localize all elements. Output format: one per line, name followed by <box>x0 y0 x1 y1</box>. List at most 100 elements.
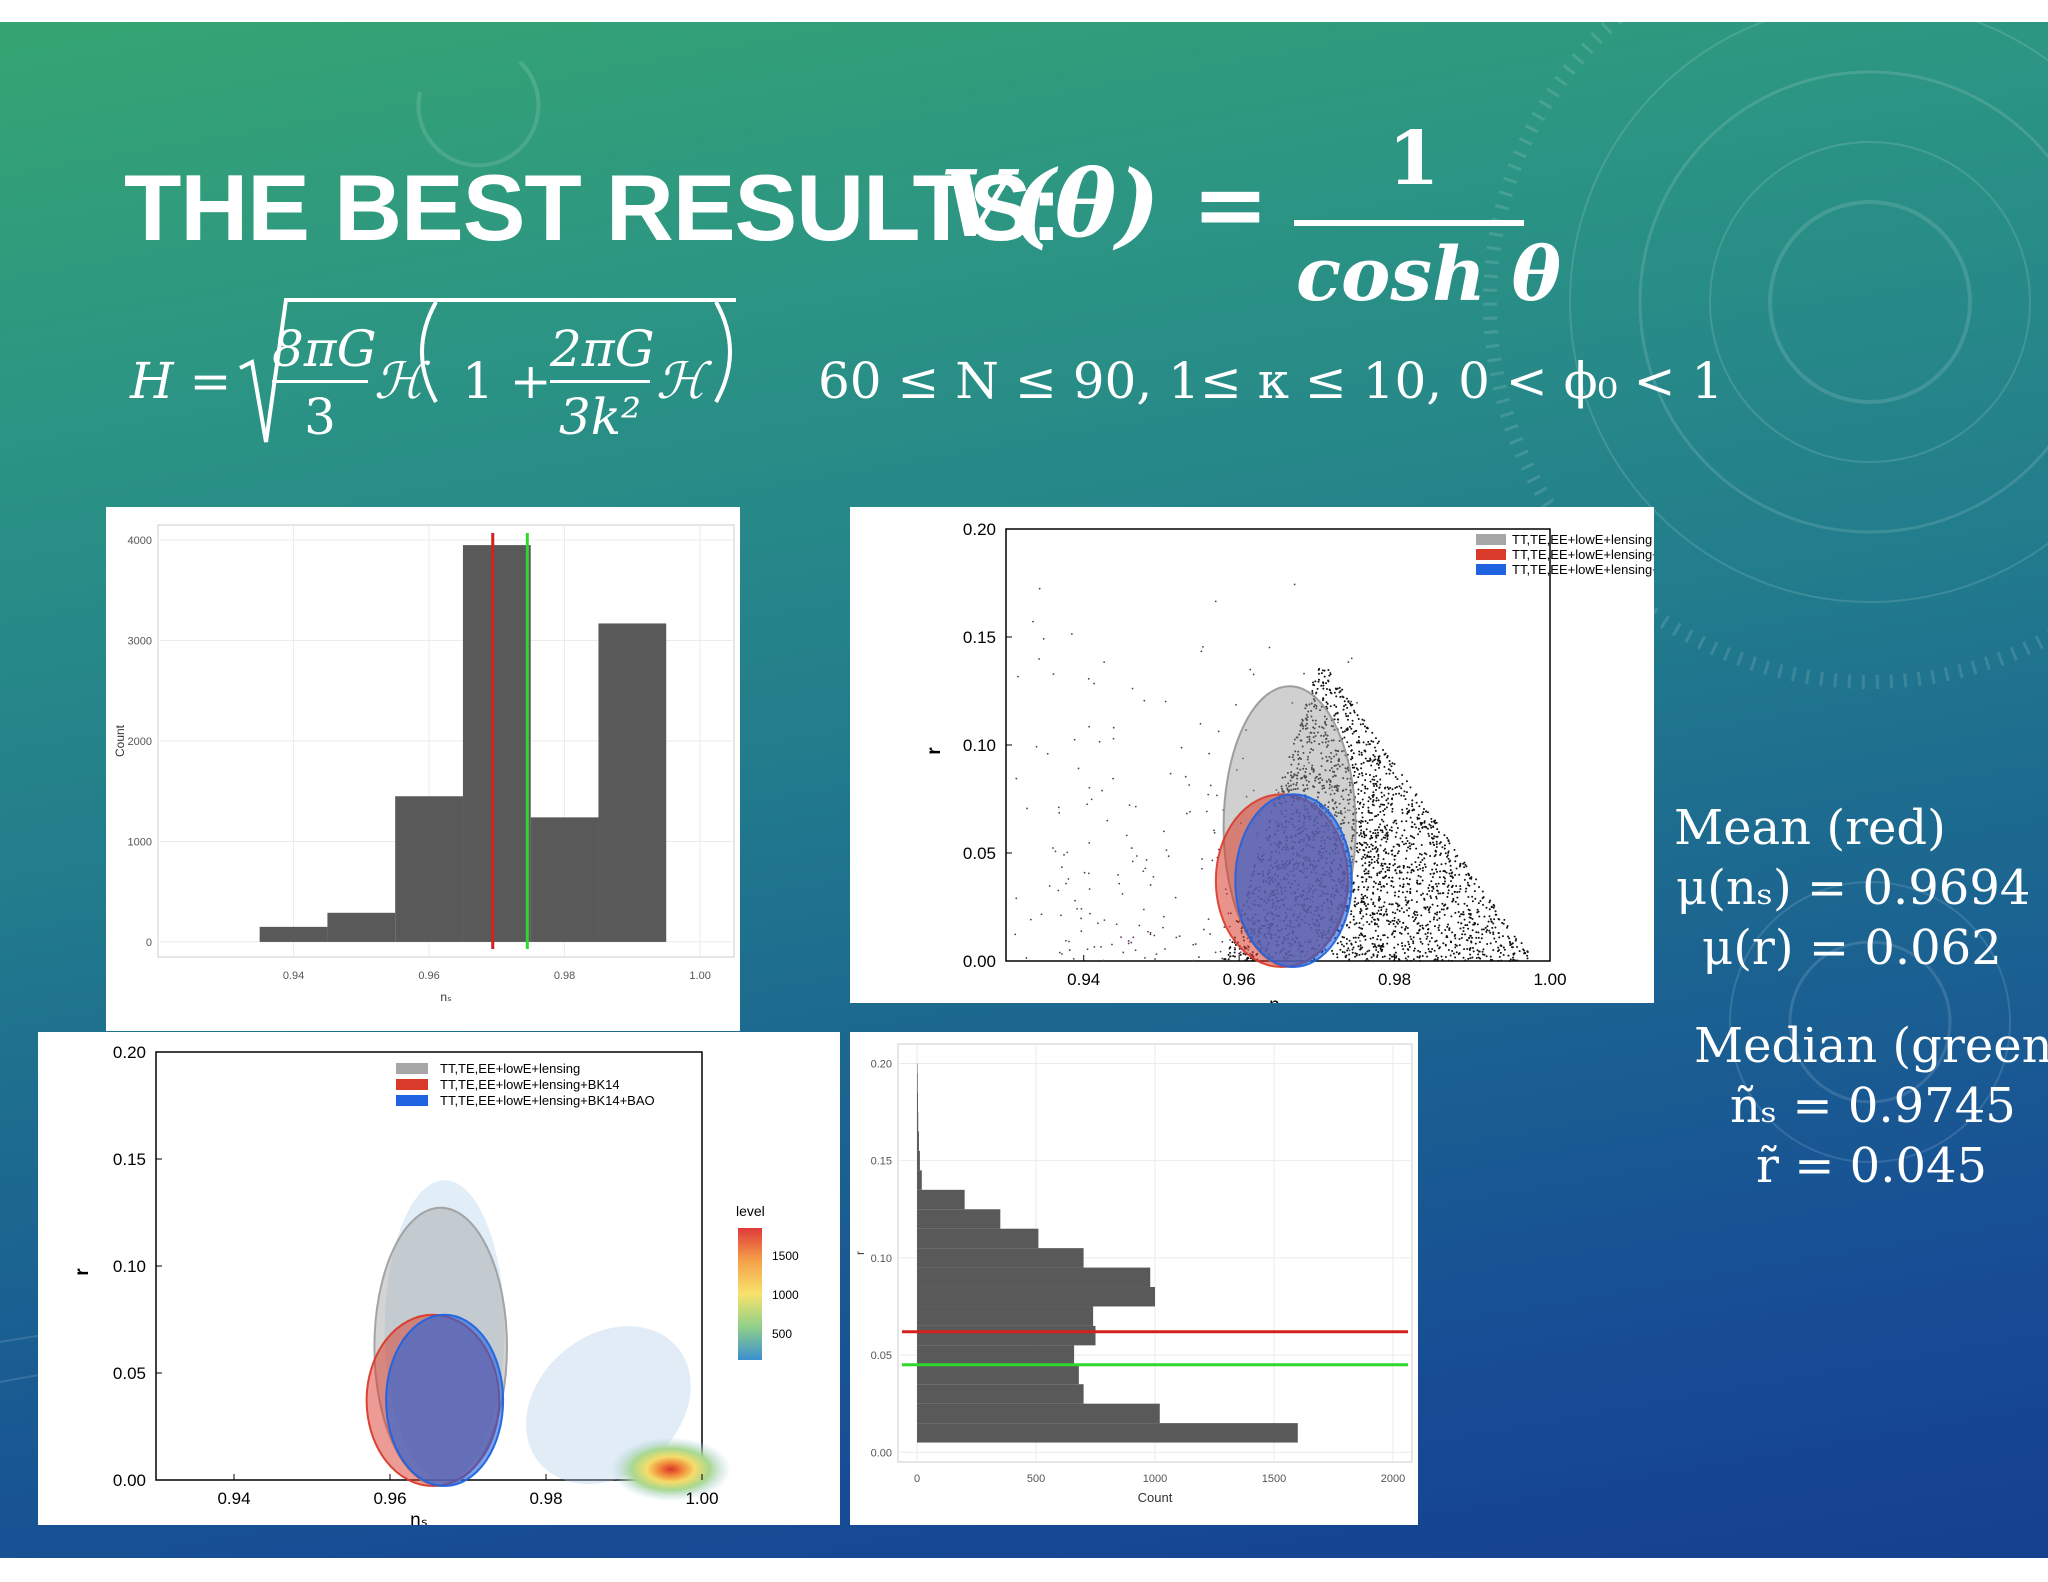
scatter-point <box>1506 924 1509 927</box>
scatter-point <box>1409 959 1412 962</box>
scatter-point <box>1352 890 1355 893</box>
scatter-point <box>1364 953 1367 956</box>
scatter-point <box>1360 751 1363 754</box>
scatter-point <box>1481 950 1484 953</box>
scatter-point <box>1443 869 1446 872</box>
scatter-point <box>1468 916 1471 919</box>
scatter-point <box>1413 823 1416 826</box>
scatter-point <box>1442 876 1445 879</box>
colorbar-tick-label: 1000 <box>772 1288 799 1302</box>
scatter-point <box>1358 926 1361 929</box>
scatter-point <box>1440 908 1443 911</box>
scatter-point <box>1411 799 1414 802</box>
scatter-point <box>1323 786 1326 789</box>
scatter-point <box>1387 920 1390 923</box>
scatter-point <box>1372 945 1375 948</box>
scatter-point <box>1502 954 1505 957</box>
scatter-point <box>1442 904 1445 907</box>
scatter-point <box>1420 893 1423 896</box>
scatter-point <box>1332 807 1335 810</box>
scatter-point <box>1469 957 1472 960</box>
scatter-point <box>1362 741 1365 744</box>
scatter-point <box>1426 905 1429 908</box>
scatter-point <box>1322 684 1325 687</box>
scatter-point <box>1469 934 1472 937</box>
scatter-point <box>1359 821 1362 824</box>
scatter-point <box>1390 829 1393 832</box>
scatter-point <box>1373 943 1376 946</box>
scatter-point <box>1441 902 1444 905</box>
scatter-point <box>1319 709 1322 712</box>
scatter-point <box>1361 816 1364 819</box>
scatter-point <box>1360 829 1363 832</box>
scatter-point <box>1464 863 1467 866</box>
scatter-point <box>1455 885 1458 888</box>
scatter-point <box>1380 945 1383 948</box>
scatter-point <box>1386 755 1389 758</box>
scatter-point <box>1371 800 1374 803</box>
scatter-point <box>1249 668 1252 671</box>
scatter-point <box>1483 915 1486 918</box>
scatter-point <box>1354 763 1357 766</box>
scatter-point <box>1391 788 1394 791</box>
scatter-point <box>1388 957 1391 960</box>
scatter-point <box>1354 952 1357 955</box>
scatter-point <box>1378 896 1381 899</box>
scatter-point <box>1456 896 1459 899</box>
scatter-point <box>1315 775 1318 778</box>
scatter-point <box>1379 783 1382 786</box>
scatter-point <box>1462 926 1465 929</box>
scatter-point <box>1340 795 1343 798</box>
scatter-point <box>1342 777 1345 780</box>
y-tick-label: 0.10 <box>113 1257 146 1276</box>
scatter-point <box>1061 953 1063 955</box>
scatter-point <box>1339 948 1342 951</box>
scatter-point <box>1478 885 1481 888</box>
scatter-point <box>1357 936 1360 939</box>
scatter-point <box>1098 740 1101 743</box>
scatter-point <box>1354 936 1357 939</box>
scatter-point <box>1313 705 1316 708</box>
scatter-point <box>1379 889 1382 892</box>
scatter-point <box>1384 848 1387 851</box>
scatter-point <box>1395 831 1398 834</box>
scatter-point <box>1314 777 1317 780</box>
scatter-point <box>1162 915 1165 918</box>
scatter-point <box>1294 788 1297 791</box>
colorbar <box>738 1228 762 1360</box>
scatter-point <box>1345 942 1348 945</box>
scatter-point <box>1358 834 1361 837</box>
scatter-point <box>1361 820 1364 823</box>
scatter-point <box>1404 798 1407 801</box>
scatter-point <box>1314 680 1317 683</box>
histogram-bar <box>917 1287 1155 1307</box>
scatter-point <box>1367 800 1370 803</box>
scatter-point <box>1450 959 1453 962</box>
scatter-point <box>1375 774 1378 777</box>
scatter-point <box>1417 827 1420 830</box>
scatter-point <box>1485 930 1488 933</box>
scatter-point <box>1401 812 1404 815</box>
x-tick-label: 2000 <box>1381 1473 1405 1485</box>
scatter-point <box>1308 772 1311 775</box>
scatter-point <box>1433 949 1436 952</box>
scatter-point <box>1293 773 1296 776</box>
scatter-point <box>1447 959 1450 962</box>
histogram-bar <box>917 1150 920 1171</box>
scatter-point <box>1493 918 1496 921</box>
scatter-point <box>1374 929 1377 932</box>
scatter-point <box>1416 913 1419 916</box>
scatter-point <box>1394 786 1397 789</box>
scatter-point <box>1324 738 1327 741</box>
scatter-point <box>1351 703 1354 706</box>
scatter-point <box>1345 697 1348 700</box>
scatter-point <box>1392 821 1395 824</box>
scatter-point <box>1289 779 1292 782</box>
scatter-point <box>1088 725 1091 728</box>
scatter-point <box>1380 818 1383 821</box>
scatter-point <box>1324 733 1327 736</box>
scatter-point <box>1362 830 1365 833</box>
scatter-point <box>1470 876 1473 879</box>
y-tick-label: 0.05 <box>871 1350 892 1362</box>
scatter-point <box>1374 788 1377 791</box>
